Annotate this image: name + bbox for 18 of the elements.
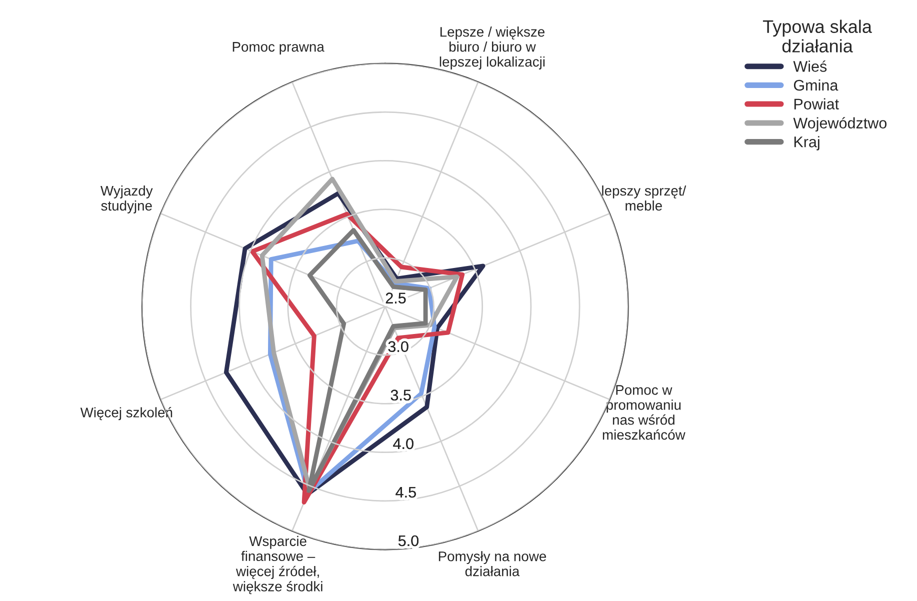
y-tick-label: 2.5 xyxy=(386,292,406,304)
y-tick-label: 5.0 xyxy=(398,535,418,546)
y-tick-label: 4.0 xyxy=(393,438,414,450)
y-tick-label: 3.5 xyxy=(390,390,411,401)
spoke-label: Pomoc prawna xyxy=(232,42,324,54)
legend-label: Województwo xyxy=(793,117,887,132)
legend-label: Powiat xyxy=(794,98,839,110)
spoke-label: Pomoc w promowaniu nas wśród mieszkańców xyxy=(602,385,686,440)
spoke-label: Lepsze / większe biuro / biuro w lepszej lokalizacji xyxy=(440,26,545,70)
spoke-label: lepszy sprzęt/ meble xyxy=(602,185,686,211)
y-tick-label: 4.5 xyxy=(396,486,416,498)
legend-label: Wieś xyxy=(793,60,827,72)
spoke-label: Pomysły na nowe działania xyxy=(438,551,546,576)
spoke-label: Wsparcie finansowe – więcej źródeł, większe środki xyxy=(232,536,322,594)
legend-label: Gmina xyxy=(794,79,838,91)
legend-label: Kraj xyxy=(794,136,820,150)
spoke-label: Wyjazdy studyjne xyxy=(100,185,153,214)
legend-title: Typowa skala działania xyxy=(762,20,872,52)
